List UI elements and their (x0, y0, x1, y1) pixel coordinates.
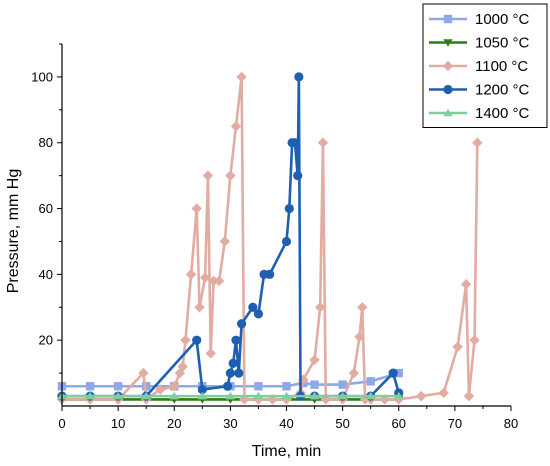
data-point (389, 368, 398, 377)
x-tick-label: 70 (448, 416, 462, 431)
data-point (357, 302, 367, 312)
data-point (293, 171, 302, 180)
data-point (282, 237, 291, 246)
data-point (461, 279, 471, 289)
y-tick-label: 20 (39, 333, 53, 348)
data-point (220, 236, 230, 246)
data-point (265, 270, 274, 279)
legend-marker (444, 15, 452, 23)
data-point (231, 336, 240, 345)
x-axis-title: Time, min (252, 443, 322, 460)
data-point (472, 138, 482, 148)
y-axis-title: Pressure, mm Hg (5, 169, 22, 293)
data-point (416, 391, 426, 401)
data-point (180, 335, 190, 345)
legend-label: 1400 °C (475, 105, 530, 122)
x-tick-label: 50 (335, 416, 349, 431)
data-point (203, 170, 213, 180)
legend-marker (443, 85, 452, 94)
data-point (366, 377, 374, 385)
legend-label: 1000 °C (475, 11, 530, 28)
data-point (469, 335, 479, 345)
data-point (214, 276, 224, 286)
data-point (225, 170, 235, 180)
series-2 (57, 72, 483, 405)
x-tick-label: 60 (392, 416, 406, 431)
data-point (254, 309, 263, 318)
data-point (452, 342, 462, 352)
data-point (338, 380, 346, 388)
data-point (206, 348, 216, 358)
data-point (229, 359, 238, 368)
data-point (223, 382, 232, 391)
data-point (254, 382, 262, 390)
data-point (285, 204, 294, 213)
legend: 1000 °C 1050 °C 1100 °C 1200 °C 1400 °C (423, 4, 547, 128)
legend-label: 1200 °C (475, 82, 530, 99)
x-tick-label: 20 (167, 416, 181, 431)
data-point (194, 302, 204, 312)
data-point (226, 368, 235, 377)
x-tick-label: 40 (279, 416, 293, 431)
data-point (192, 336, 201, 345)
x-tick-label: 0 (58, 416, 65, 431)
legend-label: 1100 °C (475, 58, 528, 75)
data-point (114, 382, 122, 390)
y-tick-label: 100 (31, 69, 53, 84)
y-tick-label: 40 (39, 267, 53, 282)
data-point (236, 72, 246, 82)
data-point (231, 121, 241, 131)
data-point (309, 355, 319, 365)
data-point (318, 138, 328, 148)
x-tick-label: 30 (223, 416, 237, 431)
series-line (62, 77, 399, 396)
series-line (62, 77, 477, 400)
data-point (290, 138, 299, 147)
x-tick-label: 80 (504, 416, 518, 431)
series-3 (57, 72, 403, 400)
y-tick-label: 60 (39, 201, 53, 216)
data-point (186, 269, 196, 279)
data-point (294, 72, 303, 81)
data-point (464, 391, 474, 401)
data-point (86, 382, 94, 390)
data-point (192, 203, 202, 213)
data-point (349, 368, 359, 378)
data-point (310, 380, 318, 388)
y-tick-label: 80 (39, 135, 53, 150)
legend-label: 1050 °C (475, 35, 530, 52)
x-tick-label: 10 (111, 416, 125, 431)
data-point (282, 382, 290, 390)
data-point (438, 388, 448, 398)
series-layer (57, 72, 483, 405)
data-point (234, 368, 243, 377)
data-point (237, 319, 246, 328)
